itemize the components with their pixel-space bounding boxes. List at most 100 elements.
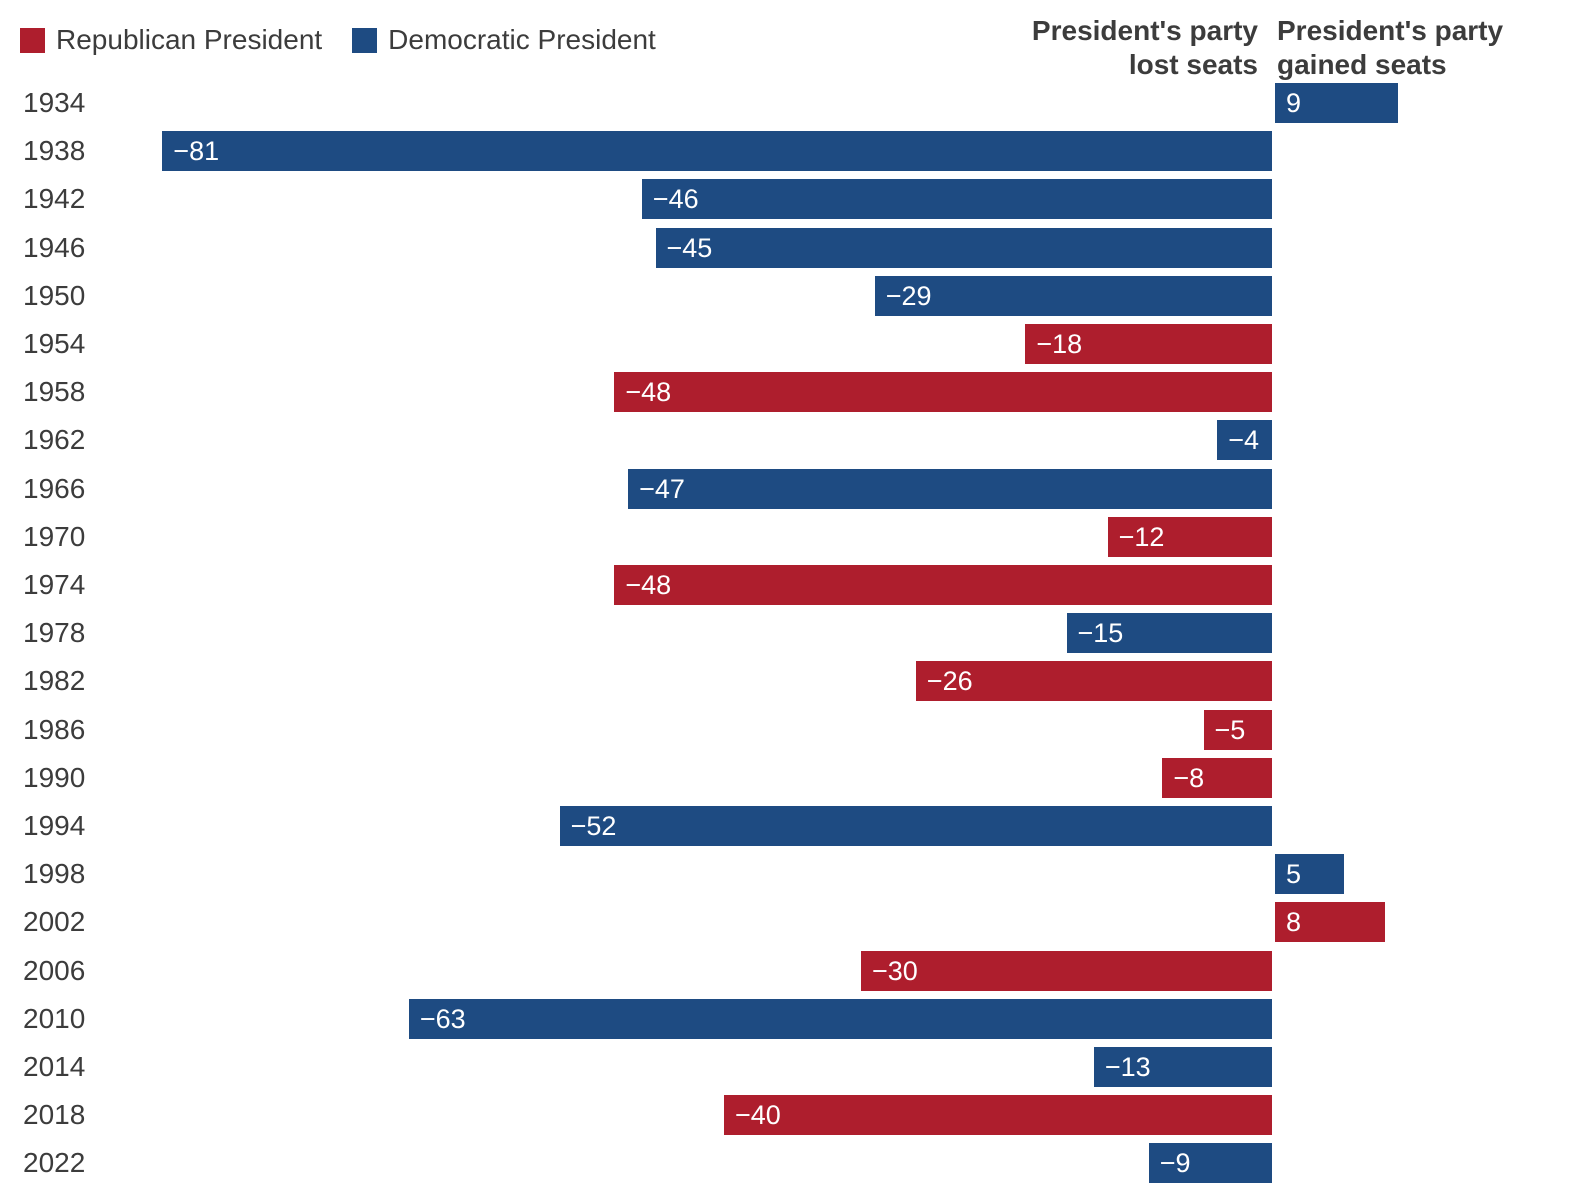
legend-item-democratic: Democratic President	[352, 24, 656, 56]
chart-row-1962: 1962 −4	[0, 416, 1574, 464]
bar-value-label: 8	[1286, 907, 1302, 938]
year-label: 2014	[23, 1051, 86, 1082]
chart-row-1974: 1974 −48	[0, 561, 1574, 609]
bar-1942: −46	[641, 179, 1272, 220]
bar-2002: 8	[1275, 902, 1385, 943]
bar-2006: −30	[861, 950, 1272, 991]
year-label: 1934	[23, 87, 86, 118]
bar-value-label: −63	[419, 1003, 466, 1034]
bar-value-label: −13	[1104, 1052, 1151, 1082]
year-label: 2010	[23, 1002, 86, 1034]
year-label: 1962	[23, 424, 86, 456]
year-label: 2006	[23, 954, 86, 986]
chart-row-2002: 2002 8	[0, 898, 1574, 946]
legend-label: Democratic President	[388, 24, 656, 55]
bar-value-label: 5	[1286, 859, 1302, 890]
bar-1978: −15	[1066, 613, 1272, 654]
year-label: 1994	[23, 810, 86, 841]
year-label: 1946	[23, 231, 86, 263]
year-label: 1974	[23, 569, 86, 600]
year-label: 1990	[23, 761, 86, 793]
bar-value-label: −15	[1077, 618, 1124, 649]
year-label: 2002	[23, 906, 86, 938]
bar-value-label: −40	[735, 1100, 781, 1131]
bar-value-label: −9	[1159, 1148, 1191, 1179]
bar-1946: −45	[655, 227, 1272, 268]
bar-1954: −18	[1025, 324, 1272, 364]
chart-row-1982: 1982 −26	[0, 657, 1574, 705]
chart-row-1942: 1942 −46	[0, 175, 1574, 223]
header-lost-seats: President's party lost seats	[1031, 15, 1258, 80]
year-label: 1950	[23, 279, 86, 311]
bar-1962: −4	[1217, 420, 1272, 461]
year-label: 1954	[23, 328, 86, 359]
bar-value-label: −12	[1118, 521, 1165, 552]
chart-row-2014: 2014 −13	[0, 1043, 1574, 1091]
chart-row-2018: 2018 −40	[0, 1091, 1574, 1139]
year-label: 1966	[23, 472, 86, 504]
legend-label: Republican President	[56, 24, 323, 55]
bar-2010: −63	[408, 998, 1272, 1039]
bar-value-label: −45	[666, 232, 713, 263]
bar-1994: −52	[559, 806, 1272, 846]
chart-row-2006: 2006 −30	[0, 947, 1574, 995]
legend-item-republican: Republican President	[20, 24, 322, 56]
bar-1958: −48	[614, 372, 1272, 413]
chart-row-1958: 1958 −48	[0, 368, 1574, 416]
chart-row-1986: 1986 −5	[0, 706, 1574, 754]
bar-value-label: −30	[872, 955, 918, 986]
republican-swatch-icon	[20, 27, 45, 53]
chart-row-1966: 1966 −47	[0, 465, 1574, 513]
chart-row-1994: 1994 −52	[0, 802, 1574, 850]
year-label: 1970	[23, 520, 86, 552]
year-label: 1998	[23, 858, 86, 890]
header-gained-seats: President's party gained seats	[1277, 15, 1504, 80]
bar-value-label: −52	[570, 811, 617, 841]
bar-1998: 5	[1275, 854, 1344, 895]
chart-row-1990: 1990 −8	[0, 754, 1574, 802]
year-label: 1942	[23, 183, 86, 215]
bar-1938: −81	[162, 131, 1272, 172]
bar-1970: −12	[1107, 516, 1272, 557]
year-label: 1958	[23, 376, 86, 408]
bar-value-label: −47	[639, 473, 685, 504]
chart-row-2010: 2010 −63	[0, 995, 1574, 1043]
chart-row-1954: 1954 −18	[0, 320, 1574, 368]
bar-1966: −47	[628, 468, 1272, 509]
chart-row-1946: 1946 −45	[0, 224, 1574, 272]
chart-row-1998: 1998 5	[0, 850, 1574, 898]
year-label: 2018	[23, 1099, 86, 1131]
bar-value-label: −5	[1214, 714, 1246, 745]
bar-value-label: −8	[1173, 762, 1205, 793]
bar-1986: −5	[1203, 709, 1272, 750]
chart-row-1934: 1934 9	[0, 79, 1574, 127]
year-label: 2022	[23, 1147, 86, 1179]
chart-legend: Republican President Democratic Presiden…	[20, 24, 656, 56]
bar-value-label: −29	[885, 280, 932, 311]
year-label: 1986	[23, 713, 86, 745]
bar-1990: −8	[1162, 757, 1272, 798]
chart-row-1950: 1950 −29	[0, 272, 1574, 320]
bar-value-label: 9	[1286, 88, 1302, 118]
bar-2014: −13	[1093, 1047, 1272, 1087]
bar-value-label: −46	[652, 184, 699, 215]
bar-value-label: −4	[1228, 425, 1259, 456]
year-label: 1982	[23, 665, 86, 697]
chart-row-1970: 1970 −12	[0, 513, 1574, 561]
bar-value-label: −18	[1036, 329, 1083, 359]
year-label: 1938	[23, 135, 86, 167]
bar-value-label: −48	[625, 570, 672, 600]
bar-1974: −48	[614, 565, 1272, 605]
year-label: 1978	[23, 617, 86, 649]
bar-value-label: −81	[173, 136, 220, 167]
democratic-swatch-icon	[352, 27, 378, 53]
bar-value-label: −26	[926, 666, 973, 697]
bar-1950: −29	[874, 275, 1272, 316]
bar-1934: 9	[1275, 83, 1399, 123]
chart-row-1978: 1978 −15	[0, 609, 1574, 657]
chart-row-1938: 1938 −81	[0, 127, 1574, 175]
bar-1982: −26	[915, 661, 1272, 702]
bar-value-label: −48	[625, 377, 672, 408]
